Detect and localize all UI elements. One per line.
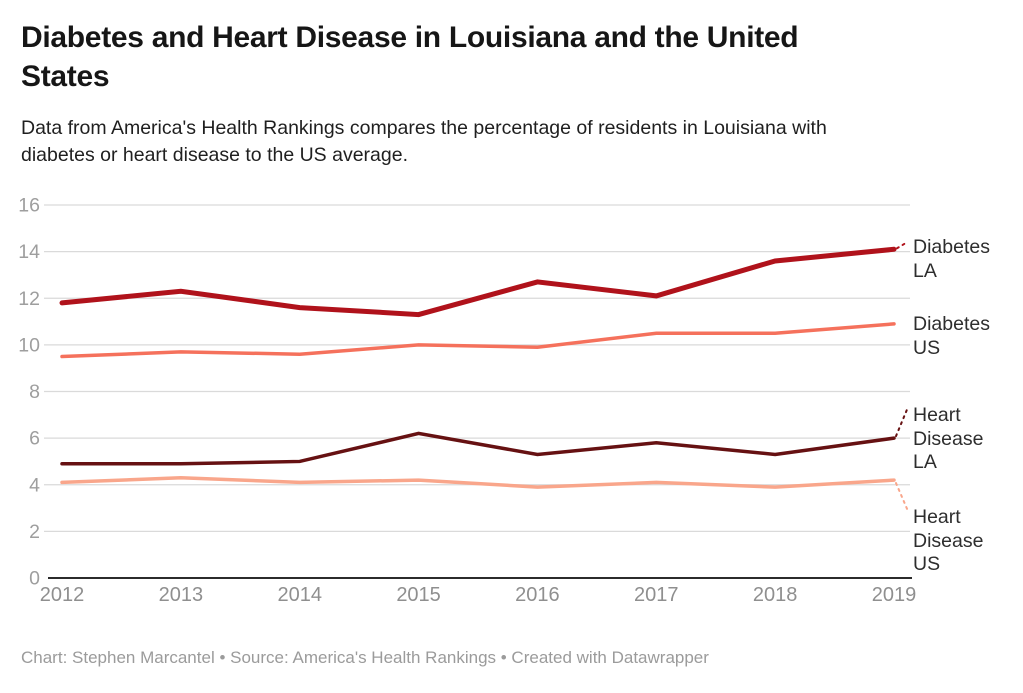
y-tick-label: 10 <box>18 334 40 356</box>
x-tick-label: 2014 <box>277 584 322 606</box>
x-tick-label: 2016 <box>515 584 560 606</box>
x-tick-label: 2019 <box>872 584 917 606</box>
chart-footer-byline: Chart: Stephen Marcantel • Source: Ameri… <box>21 648 709 667</box>
series-line-diabetes-la <box>59 246 897 318</box>
chart-title: Diabetes and Heart Disease in Louisiana … <box>21 21 799 93</box>
leader-line <box>895 406 909 438</box>
y-tick-label: 4 <box>29 474 40 496</box>
x-tick-label: 2018 <box>753 584 798 606</box>
data-series-lines <box>59 246 897 489</box>
x-tick-label: 2012 <box>40 584 85 606</box>
series-label-heart-disease-la: Heart Disease LA <box>913 404 984 473</box>
chart-subtitle: Data from America's Health Rankings comp… <box>21 117 827 166</box>
series-line-heart-disease-la <box>60 431 896 466</box>
x-axis-tick-labels: 2012 2013 2014 2015 2016 2017 2018 2019 <box>40 584 917 606</box>
x-tick-label: 2013 <box>159 584 204 606</box>
series-line-diabetes-us <box>60 322 896 359</box>
y-tick-label: 16 <box>18 195 40 217</box>
y-tick-label: 6 <box>29 428 40 450</box>
gridlines <box>44 204 912 579</box>
y-axis-tick-labels: 0 2 4 6 8 10 12 14 16 <box>18 195 40 590</box>
series-line-heart-disease-us <box>60 476 896 489</box>
leader-line <box>896 241 908 250</box>
leader-line <box>895 482 909 513</box>
series-label-diabetes-la: Diabetes LA <box>913 236 990 282</box>
y-tick-label: 8 <box>29 381 40 403</box>
label-leader-lines <box>895 241 909 513</box>
y-tick-label: 0 <box>29 568 40 590</box>
y-tick-label: 14 <box>18 241 40 263</box>
series-label-diabetes-us: Diabetes US <box>913 313 990 359</box>
x-tick-label: 2015 <box>396 584 441 606</box>
series-label-heart-disease-us: Heart Disease US <box>913 506 984 575</box>
y-tick-label: 2 <box>29 521 40 543</box>
x-tick-label: 2017 <box>634 584 679 606</box>
y-tick-label: 12 <box>18 288 40 310</box>
